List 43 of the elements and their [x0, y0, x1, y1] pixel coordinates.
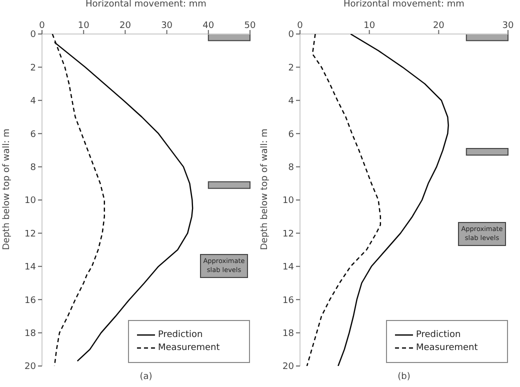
- y-tick-label: 20: [282, 362, 294, 372]
- x-tick-label: 30: [502, 21, 514, 31]
- y-tick-label: 12: [282, 229, 294, 240]
- x-tick-label: 20: [119, 21, 132, 31]
- y-tick-label: 14: [282, 262, 294, 273]
- y-tick-label: 14: [24, 262, 36, 273]
- y-tick-label: 4: [30, 96, 36, 107]
- x-tick-label: 40: [202, 21, 214, 31]
- y-tick-label: 16: [282, 296, 294, 306]
- line-series: [306, 34, 382, 366]
- y-tick-label: 12: [24, 229, 36, 240]
- y-tick-label: 6: [288, 130, 294, 140]
- x-tick-label: 20: [432, 21, 445, 31]
- text: (a): [138, 372, 154, 382]
- legend-label: Prediction: [158, 330, 203, 340]
- y-tick-label: 10: [282, 196, 294, 206]
- y-tick-label: 16: [24, 296, 36, 306]
- legend-label: Measurement: [416, 343, 478, 353]
- y-tick-label: 18: [282, 328, 294, 339]
- x-tick-label: 10: [364, 21, 376, 31]
- y-tick-label: 10: [24, 196, 36, 206]
- y-tick-label: 8: [30, 162, 36, 173]
- legend-label: Measurement: [158, 343, 220, 353]
- text: (b): [396, 372, 412, 382]
- y-tick-label: 8: [288, 162, 294, 173]
- y-tick-label: 20: [24, 362, 36, 372]
- y-tick-label: 4: [288, 96, 294, 107]
- x-tick-label: 0: [297, 21, 304, 31]
- x-tick-label: 50: [244, 21, 256, 31]
- y-axis-title: Depth below top of wall: m: [260, 128, 270, 250]
- y-tick-label: 2: [288, 63, 294, 74]
- x-tick-label: 0: [39, 21, 46, 31]
- y-tick-label: 0: [288, 30, 294, 40]
- y-tick-label: 18: [24, 328, 36, 339]
- x-tick-label: 10: [78, 21, 90, 31]
- x-axis-title: Horizontal movement: mm: [86, 0, 206, 10]
- y-axis-title: Depth below top of wall: m: [2, 128, 12, 250]
- y-tick-label: 0: [30, 30, 36, 40]
- y-tick-label: 2: [30, 63, 36, 74]
- legend-label: Prediction: [416, 330, 461, 340]
- x-axis-title: Horizontal movement: mm: [344, 0, 464, 10]
- x-tick-label: 30: [161, 21, 173, 31]
- y-tick-label: 6: [30, 130, 36, 140]
